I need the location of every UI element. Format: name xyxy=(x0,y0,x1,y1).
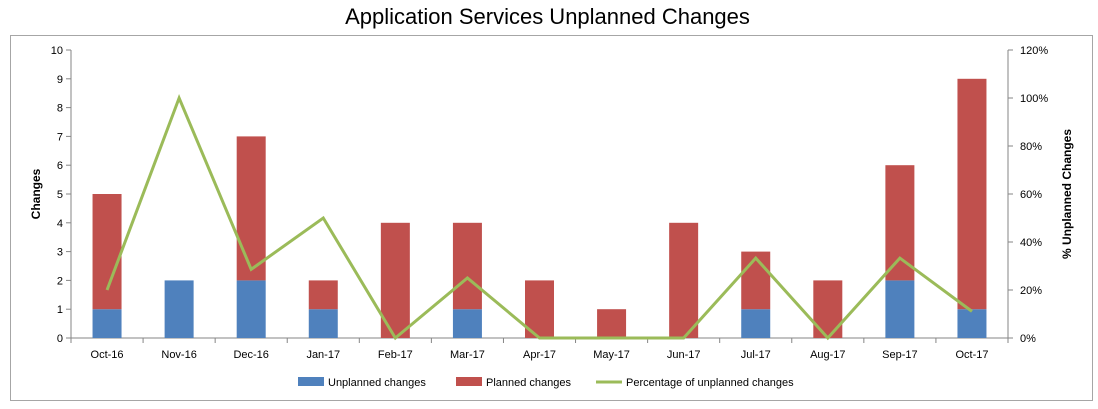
line-percentage-unplanned xyxy=(105,93,973,341)
bar-unplanned xyxy=(885,280,915,338)
bar-unplanned xyxy=(741,309,771,338)
y2-tick-label: 100% xyxy=(1020,93,1048,105)
bar-planned xyxy=(380,222,410,338)
y2-tick-label: 0% xyxy=(1020,333,1036,345)
bar-planned xyxy=(885,165,915,281)
y-tick-label: 5 xyxy=(57,189,63,201)
bar-planned xyxy=(669,222,699,338)
y2-tick-label: 120% xyxy=(1020,45,1048,57)
x-tick-label: Jun-17 xyxy=(667,349,701,361)
x-tick-label: Nov-16 xyxy=(161,349,196,361)
y2-axis-title: % Unplanned Changes xyxy=(1060,129,1074,259)
y-tick-label: 4 xyxy=(57,218,63,230)
x-tick-label: Dec-16 xyxy=(233,349,268,361)
bar-unplanned xyxy=(452,309,482,338)
y2-tick-label: 40% xyxy=(1020,237,1042,249)
x-tick-label: Feb-17 xyxy=(378,349,413,361)
legend-swatch xyxy=(298,377,324,386)
x-tick-label: Jan-17 xyxy=(306,349,340,361)
x-tick-label: Jul-17 xyxy=(741,349,771,361)
x-tick-label: Aug-17 xyxy=(810,349,845,361)
bar-planned xyxy=(813,280,843,338)
x-tick-label: May-17 xyxy=(593,349,630,361)
bar-planned xyxy=(452,222,482,310)
bar-planned xyxy=(741,251,771,310)
bar-planned xyxy=(597,309,627,338)
bar-planned xyxy=(92,194,122,310)
y2-tick-label: 60% xyxy=(1020,189,1042,201)
y-axis-title: Changes xyxy=(29,168,43,219)
y-tick-label: 7 xyxy=(57,131,63,143)
bar-unplanned xyxy=(957,309,987,338)
y-tick-label: 8 xyxy=(57,103,63,115)
y2-tick-label: 80% xyxy=(1020,141,1042,153)
legend-label: Percentage of unplanned changes xyxy=(626,377,794,389)
legend-label: Planned changes xyxy=(486,377,572,389)
bar-unplanned xyxy=(236,280,266,338)
y-tick-label: 1 xyxy=(57,304,63,316)
legend-label: Unplanned changes xyxy=(328,377,426,389)
y-tick-label: 2 xyxy=(57,275,63,287)
x-tick-label: Sep-17 xyxy=(882,349,917,361)
bar-unplanned xyxy=(308,309,338,338)
bar-unplanned xyxy=(92,309,122,338)
x-tick-label: Mar-17 xyxy=(450,349,485,361)
y-tick-label: 3 xyxy=(57,247,63,259)
bar-planned xyxy=(308,280,338,310)
y-tick-label: 6 xyxy=(57,160,63,172)
y-tick-label: 10 xyxy=(51,45,63,57)
x-tick-label: Oct-16 xyxy=(91,349,124,361)
x-tick-label: Oct-17 xyxy=(955,349,988,361)
y-tick-label: 9 xyxy=(57,74,63,86)
bar-planned xyxy=(236,136,266,281)
x-tick-label: Apr-17 xyxy=(523,349,556,361)
y2-tick-label: 20% xyxy=(1020,285,1042,297)
chart-frame xyxy=(10,35,1093,401)
bar-unplanned xyxy=(164,280,194,338)
y-tick-label: 0 xyxy=(57,333,63,345)
bar-planned xyxy=(957,78,987,310)
chart-title: Application Services Unplanned Changes xyxy=(345,4,750,29)
legend-swatch xyxy=(456,377,482,386)
